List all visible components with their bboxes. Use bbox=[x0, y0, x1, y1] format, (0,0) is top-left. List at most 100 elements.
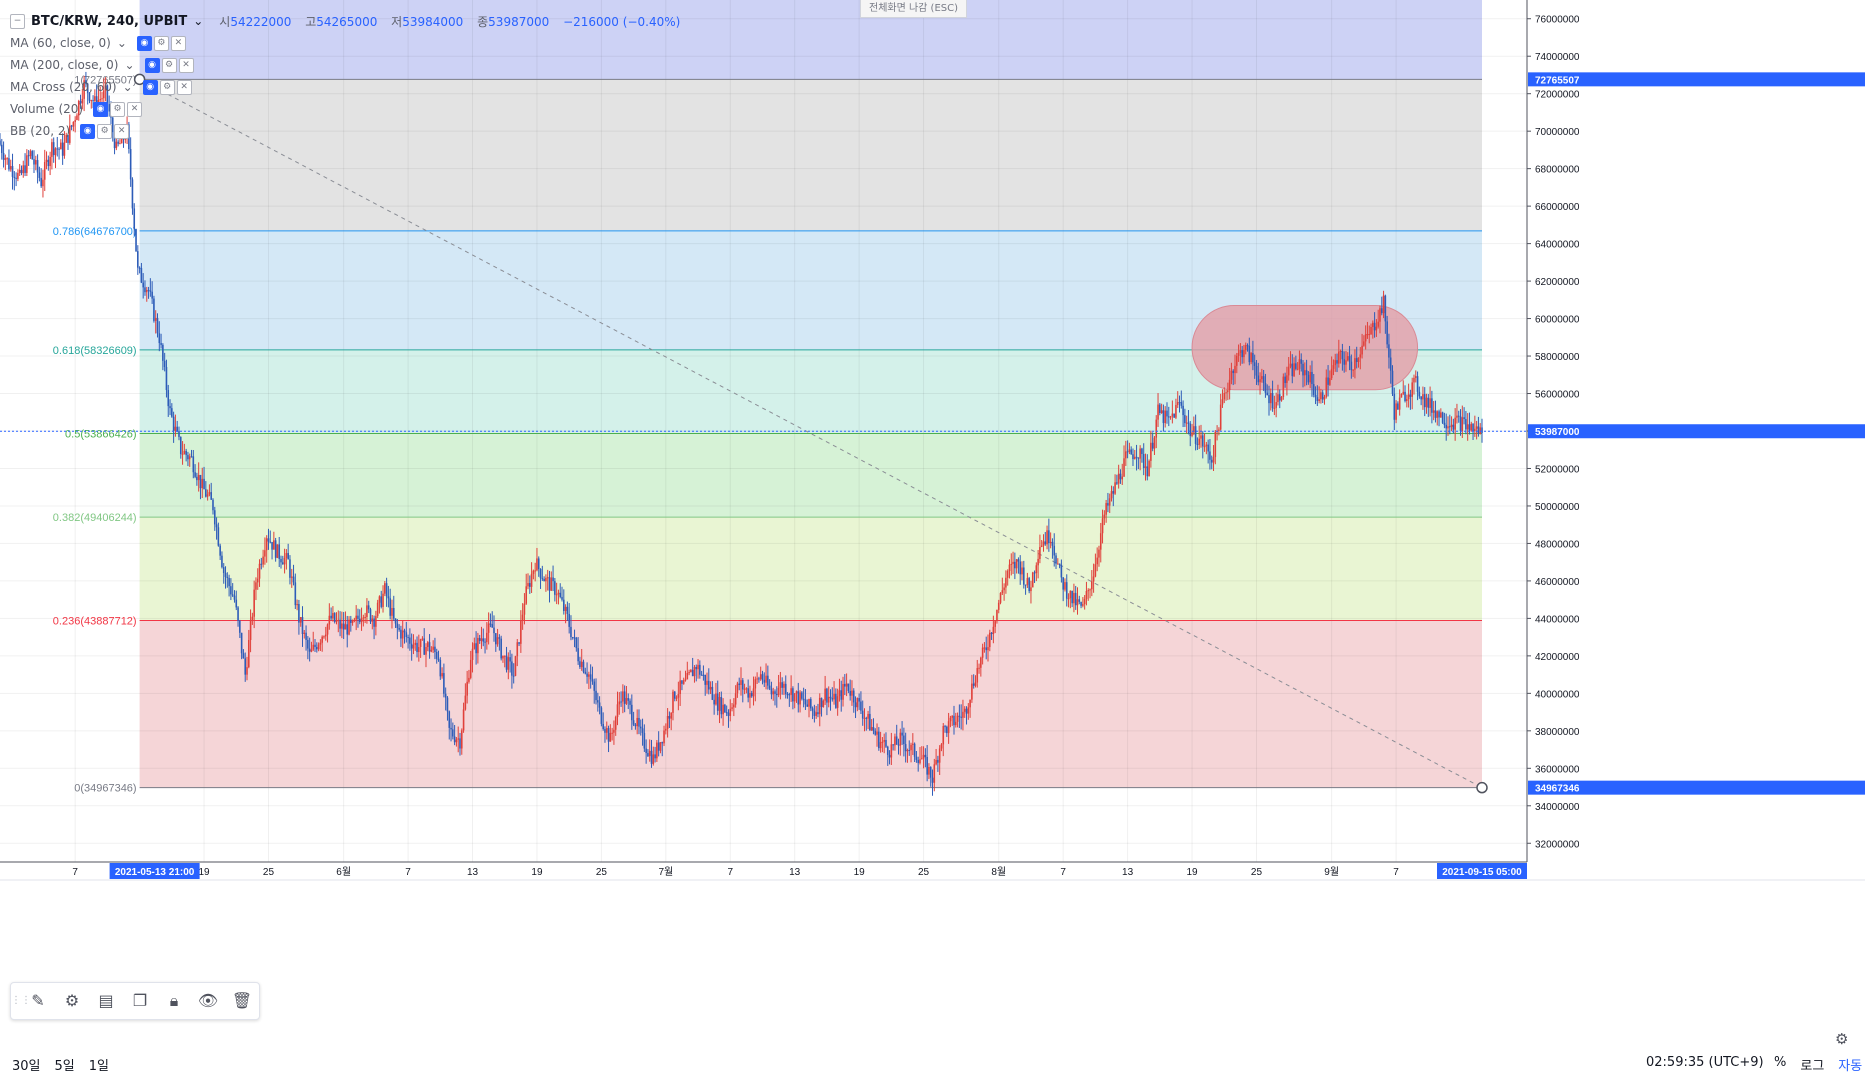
gear-icon[interactable]: ⚙ bbox=[161, 57, 177, 73]
candle bbox=[1039, 534, 1041, 564]
candle-body bbox=[253, 589, 255, 617]
candle-body bbox=[1107, 503, 1109, 506]
candle-body bbox=[258, 563, 261, 579]
candle bbox=[935, 748, 937, 766]
candle-body bbox=[740, 680, 742, 686]
candle-body bbox=[27, 155, 30, 157]
candle-body bbox=[1250, 353, 1252, 363]
candle-body bbox=[117, 141, 119, 144]
close-icon[interactable]: ✕ bbox=[127, 101, 143, 117]
visibility-icon[interactable]: ◉ bbox=[93, 101, 109, 117]
symbol-title[interactable]: BTC/KRW, 240, UPBIT bbox=[31, 13, 188, 29]
candle bbox=[854, 696, 857, 719]
close-icon[interactable]: ✕ bbox=[176, 79, 192, 95]
candle-body bbox=[289, 559, 291, 578]
candle bbox=[632, 711, 635, 727]
candle-body bbox=[1255, 366, 1258, 376]
gear-icon[interactable]: ⚙ bbox=[97, 123, 113, 139]
settings-gear-icon[interactable]: ⚙ bbox=[1835, 1030, 1849, 1048]
candle-body bbox=[1078, 599, 1081, 602]
visibility-icon[interactable]: ◉ bbox=[142, 79, 158, 95]
candle bbox=[400, 625, 402, 647]
candle bbox=[1046, 525, 1048, 550]
range-button-30d[interactable]: 30일 bbox=[12, 1059, 41, 1074]
candle bbox=[1264, 373, 1267, 398]
candle bbox=[230, 578, 232, 601]
candle bbox=[528, 575, 531, 594]
candle bbox=[793, 692, 796, 709]
candle bbox=[1010, 553, 1013, 576]
indicator-row[interactable]: BB (20, 2) ◉ ⚙ ✕ bbox=[10, 120, 690, 142]
candle-body bbox=[1366, 334, 1369, 336]
candle bbox=[142, 273, 144, 299]
gear-icon[interactable]: ⚙ bbox=[110, 101, 126, 117]
indicator-row[interactable]: Volume (20) ◉ ⚙ ✕ bbox=[10, 98, 690, 120]
clock[interactable]: 02:59:35 (UTC+9) bbox=[1646, 1055, 1764, 1070]
log-button[interactable]: 로그 bbox=[1800, 1059, 1825, 1074]
candle-body bbox=[673, 691, 676, 699]
candle-body bbox=[781, 682, 783, 688]
gear-icon[interactable]: ⚙ bbox=[153, 35, 169, 51]
range-button-5d[interactable]: 5일 bbox=[54, 1059, 75, 1074]
gear-icon[interactable]: ⚙ bbox=[159, 79, 175, 95]
indicator-label[interactable]: MA Cross (20, 60) bbox=[10, 80, 117, 94]
candle bbox=[895, 724, 898, 745]
indicator-row[interactable]: MA (200, close, 0) ⌄ ◉ ⚙ ✕ bbox=[10, 54, 690, 76]
candle-body bbox=[750, 692, 753, 697]
candle-body bbox=[486, 632, 488, 643]
gear-icon[interactable]: ⚙ bbox=[64, 991, 80, 1010]
visibility-icon[interactable]: ◉ bbox=[80, 123, 96, 139]
chevron-down-icon[interactable]: ⌄ bbox=[116, 36, 127, 50]
chevron-down-icon[interactable]: ⌄ bbox=[122, 80, 133, 94]
candle bbox=[1210, 455, 1213, 470]
candle-body bbox=[1085, 591, 1088, 599]
trash-icon[interactable]: 🗑︎ bbox=[231, 991, 253, 1010]
close-icon[interactable]: ✕ bbox=[178, 57, 194, 73]
candle bbox=[953, 705, 955, 735]
candle-body bbox=[217, 527, 220, 546]
candle bbox=[597, 692, 599, 712]
indicator-row[interactable]: MA (60, close, 0) ⌄ ◉ ⚙ ✕ bbox=[10, 32, 690, 54]
range-button-1d[interactable]: 1일 bbox=[88, 1059, 109, 1074]
candle-body bbox=[987, 647, 989, 651]
indicator-row[interactable]: MA Cross (20, 60) ⌄ ◉ ⚙ ✕ bbox=[10, 76, 690, 98]
candle-body bbox=[563, 599, 565, 611]
indicator-label[interactable]: MA (200, close, 0) bbox=[10, 58, 119, 72]
candle bbox=[913, 742, 916, 763]
visibility-icon[interactable]: ◉ bbox=[144, 57, 160, 73]
copy-icon[interactable]: ❐ bbox=[132, 991, 148, 1010]
close-icon[interactable]: ✕ bbox=[114, 123, 130, 139]
indicator-label[interactable]: BB (20, 2) bbox=[10, 124, 71, 138]
auto-button[interactable]: 자동 bbox=[1838, 1059, 1863, 1074]
indicator-label[interactable]: MA (60, close, 0) bbox=[10, 36, 111, 50]
candle-body bbox=[584, 671, 587, 674]
collapse-icon[interactable]: − bbox=[10, 13, 25, 29]
candle-body bbox=[829, 696, 832, 699]
exit-fullscreen-button[interactable]: 전체화면 나감 (ESC) bbox=[860, 0, 968, 18]
candle bbox=[137, 245, 139, 275]
candle bbox=[242, 649, 245, 659]
chevron-down-icon[interactable]: ⌄ bbox=[193, 14, 204, 28]
candle bbox=[688, 669, 690, 676]
chevron-down-icon[interactable]: ⌄ bbox=[124, 58, 135, 72]
candle bbox=[947, 712, 950, 744]
close-icon[interactable]: ✕ bbox=[170, 35, 186, 51]
indicator-label[interactable]: Volume (20) bbox=[10, 102, 84, 116]
eye-icon[interactable]: 👁︎ bbox=[197, 991, 219, 1010]
candle-body bbox=[1357, 357, 1360, 363]
candle-body bbox=[811, 708, 814, 711]
pencil-icon[interactable]: ✎ bbox=[31, 991, 45, 1010]
visibility-icon[interactable]: ◉ bbox=[136, 35, 152, 51]
lock-icon[interactable]: 🔒︎ bbox=[169, 991, 179, 1010]
candle bbox=[269, 530, 272, 544]
candle-body bbox=[704, 674, 707, 685]
candle bbox=[770, 681, 773, 700]
percent-button[interactable]: % bbox=[1774, 1055, 1787, 1070]
candle bbox=[679, 670, 681, 706]
candle-body bbox=[423, 638, 425, 655]
candle-body bbox=[1135, 456, 1138, 458]
drag-handle-icon[interactable]: ⋮⋮ bbox=[11, 995, 31, 1006]
layers-icon[interactable]: ▤ bbox=[98, 991, 114, 1010]
candle bbox=[384, 580, 386, 597]
